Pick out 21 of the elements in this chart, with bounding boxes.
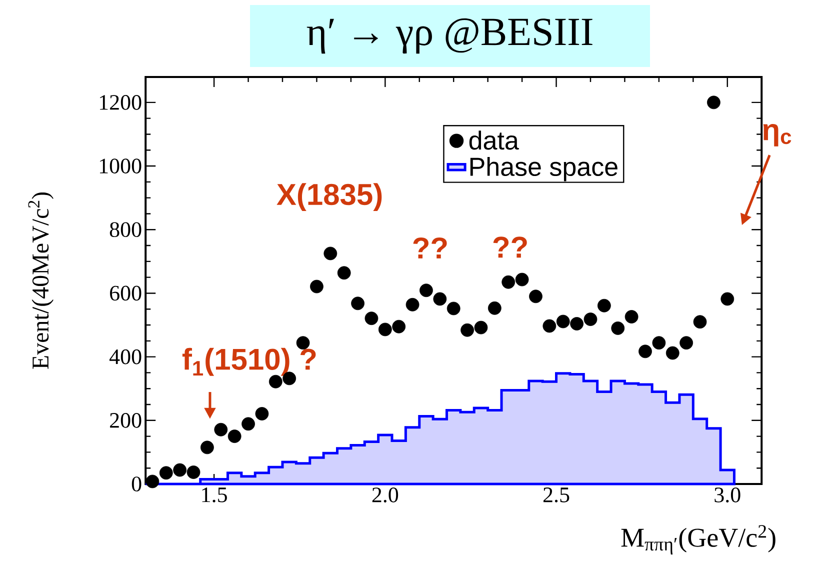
y-tick-label: 1000: [100, 158, 142, 174]
y-tick-label: 800: [110, 222, 142, 238]
y-axis-title: Event/(40MeV/c$^{2}$): [28, 192, 54, 369]
y-tick-label: 600: [110, 286, 142, 301]
annotation: f$_{1}$(1510) ?: [182, 348, 316, 376]
x-tick-label: 3.0: [714, 488, 740, 502]
text: η$_{c}$: [763, 124, 792, 146]
annotation: ??: [493, 236, 527, 258]
x-tick-label: 1.5: [202, 488, 227, 502]
annotation: ??: [413, 237, 447, 258]
y-tick-label: 400: [109, 349, 142, 364]
legend-label: data: [469, 130, 519, 150]
legend-label: Phase space: [470, 156, 618, 182]
annotation: X(1835): [276, 183, 382, 212]
y-tick-label: 1200: [100, 95, 142, 110]
x-axis-title: M$_{ππη′}$(GeV/c$^{2}$): [621, 525, 776, 554]
chart-title: η′ → γρ @BESIII: [306, 18, 592, 54]
x-tick-label: 2.5: [543, 488, 570, 502]
y-tick-label: 0: [132, 476, 142, 492]
y-tick-label: 200: [110, 412, 142, 428]
x-tick-label: 2.0: [372, 488, 398, 502]
